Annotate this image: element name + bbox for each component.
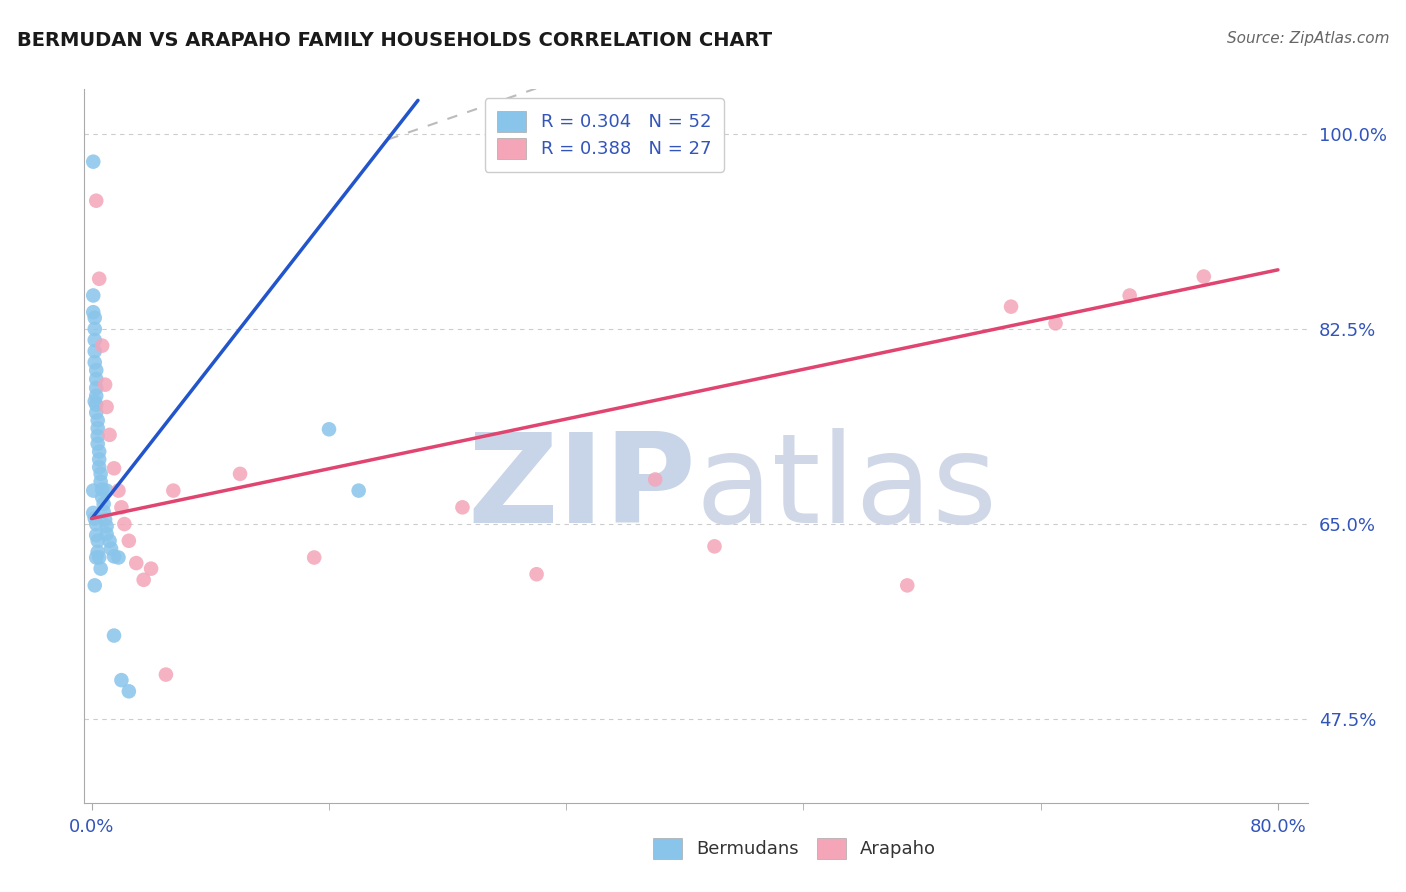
Point bbox=[229, 467, 252, 481]
Point bbox=[83, 344, 105, 359]
Point bbox=[89, 452, 111, 467]
Point bbox=[86, 437, 108, 451]
Point bbox=[91, 490, 114, 504]
Point bbox=[90, 475, 112, 489]
Text: ZIP: ZIP bbox=[467, 428, 696, 549]
Point bbox=[100, 541, 122, 556]
Point bbox=[82, 154, 104, 169]
Point bbox=[86, 545, 108, 559]
Point bbox=[703, 539, 725, 553]
Point bbox=[93, 497, 115, 511]
Point bbox=[90, 562, 112, 576]
Text: BERMUDAN VS ARAPAHO FAMILY HOUSEHOLDS CORRELATION CHART: BERMUDAN VS ARAPAHO FAMILY HOUSEHOLDS CO… bbox=[17, 31, 772, 50]
Point bbox=[84, 372, 107, 386]
Point bbox=[896, 578, 918, 592]
Point bbox=[84, 381, 107, 395]
Point bbox=[94, 512, 117, 526]
Point bbox=[118, 533, 141, 548]
Point bbox=[347, 483, 370, 498]
Point bbox=[1045, 317, 1067, 331]
Point bbox=[110, 500, 132, 515]
Point bbox=[84, 398, 107, 412]
Point bbox=[83, 355, 105, 369]
Point bbox=[94, 377, 117, 392]
Point bbox=[103, 549, 125, 564]
Point bbox=[84, 389, 107, 403]
Point bbox=[103, 628, 125, 642]
Point bbox=[91, 338, 114, 352]
Point bbox=[318, 422, 340, 436]
Point bbox=[84, 363, 107, 377]
Point bbox=[112, 517, 135, 532]
Legend: R = 0.304   N = 52, R = 0.388   N = 27: R = 0.304 N = 52, R = 0.388 N = 27 bbox=[485, 98, 724, 171]
Point bbox=[83, 394, 105, 409]
Point bbox=[96, 483, 118, 498]
Point bbox=[93, 505, 115, 519]
Point bbox=[83, 310, 105, 325]
Point bbox=[139, 562, 162, 576]
Point bbox=[451, 500, 474, 515]
Point bbox=[82, 483, 104, 498]
Point bbox=[1192, 269, 1215, 284]
Point bbox=[83, 322, 105, 336]
Point bbox=[96, 400, 118, 414]
Point bbox=[84, 194, 107, 208]
Point bbox=[86, 413, 108, 427]
Point bbox=[103, 461, 125, 475]
Point bbox=[96, 527, 118, 541]
Point bbox=[82, 305, 104, 319]
Point bbox=[84, 517, 107, 532]
Point bbox=[89, 460, 111, 475]
Point bbox=[89, 550, 111, 565]
Point bbox=[118, 684, 141, 698]
Point bbox=[155, 667, 177, 681]
Point bbox=[86, 429, 108, 443]
Point bbox=[83, 511, 105, 525]
Point bbox=[84, 405, 107, 420]
Text: Source: ZipAtlas.com: Source: ZipAtlas.com bbox=[1226, 31, 1389, 46]
Point bbox=[107, 550, 129, 565]
Point bbox=[89, 271, 111, 285]
Point bbox=[86, 421, 108, 435]
Point bbox=[83, 333, 105, 347]
Point bbox=[644, 473, 666, 487]
Point bbox=[84, 550, 107, 565]
Point bbox=[125, 556, 148, 570]
Point bbox=[132, 573, 155, 587]
Point bbox=[110, 673, 132, 688]
Point bbox=[526, 567, 548, 582]
Point bbox=[107, 483, 129, 498]
Point bbox=[302, 550, 325, 565]
Point bbox=[98, 533, 121, 548]
Point bbox=[84, 528, 107, 542]
Point bbox=[82, 288, 104, 302]
Text: atlas: atlas bbox=[696, 428, 998, 549]
Point bbox=[86, 533, 108, 548]
Point bbox=[1000, 300, 1022, 314]
Legend: Bermudans, Arapaho: Bermudans, Arapaho bbox=[643, 827, 946, 870]
Point bbox=[162, 483, 184, 498]
Point bbox=[82, 506, 104, 520]
Point bbox=[91, 483, 114, 497]
Point bbox=[89, 444, 111, 458]
Point bbox=[96, 519, 118, 533]
Point bbox=[90, 467, 112, 481]
Point bbox=[83, 578, 105, 592]
Point bbox=[1118, 288, 1140, 302]
Point bbox=[98, 428, 121, 442]
